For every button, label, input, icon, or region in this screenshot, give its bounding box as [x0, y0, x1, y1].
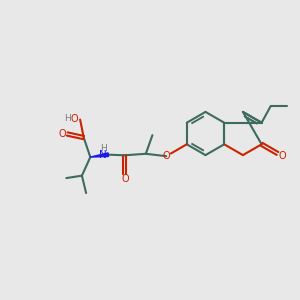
Text: O: O [71, 114, 79, 124]
Polygon shape [90, 153, 109, 157]
Text: N: N [99, 150, 107, 160]
Text: H: H [64, 114, 71, 123]
Text: O: O [121, 174, 129, 184]
Text: O: O [162, 151, 170, 161]
Text: O: O [58, 129, 66, 139]
Text: O: O [278, 151, 286, 161]
Text: H: H [100, 144, 107, 153]
